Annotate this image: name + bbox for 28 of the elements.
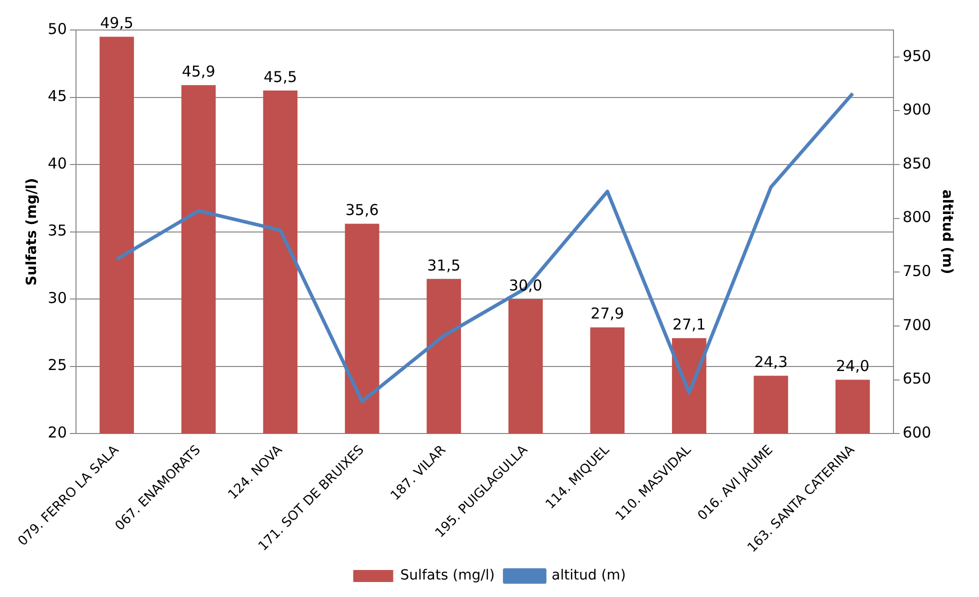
data-label: 45,9 — [182, 62, 216, 81]
y2-tick-label: 950 — [902, 46, 932, 65]
legend-label: Sulfats (mg/l) — [400, 568, 495, 584]
data-label: 35,6 — [345, 201, 379, 220]
y-tick-label: 45 — [48, 87, 67, 106]
y-tick-label: 20 — [48, 424, 67, 442]
data-label: 27,9 — [590, 304, 624, 323]
y-tick-label: 35 — [48, 222, 67, 240]
y2-tick-label: 900 — [902, 100, 932, 119]
data-label: 45,5 — [264, 68, 298, 86]
data-label: 27,1 — [672, 315, 706, 334]
y-tick-label: 25 — [48, 356, 67, 374]
y-tick-label: 30 — [48, 288, 67, 307]
data-label: 31,5 — [427, 256, 461, 274]
y-tick-label: 40 — [48, 154, 67, 172]
y2-tick-label: 750 — [902, 262, 932, 280]
data-label: 49,5 — [100, 14, 134, 32]
y2-tick-label: 800 — [902, 208, 932, 226]
y-axis-title: Sulfats (mg/l) — [24, 178, 40, 286]
y2-axis-title: altitud (m) — [938, 189, 955, 274]
legend-label: altitud (m) — [552, 568, 626, 584]
y2-tick-label: 700 — [902, 316, 932, 334]
y2-tick-label: 600 — [902, 424, 932, 442]
data-label: 24,3 — [754, 353, 788, 372]
y2-tick-label: 650 — [902, 370, 932, 388]
data-label: 24,0 — [836, 357, 870, 376]
y-tick-label: 50 — [48, 20, 67, 38]
y2-tick-label: 850 — [902, 154, 932, 172]
